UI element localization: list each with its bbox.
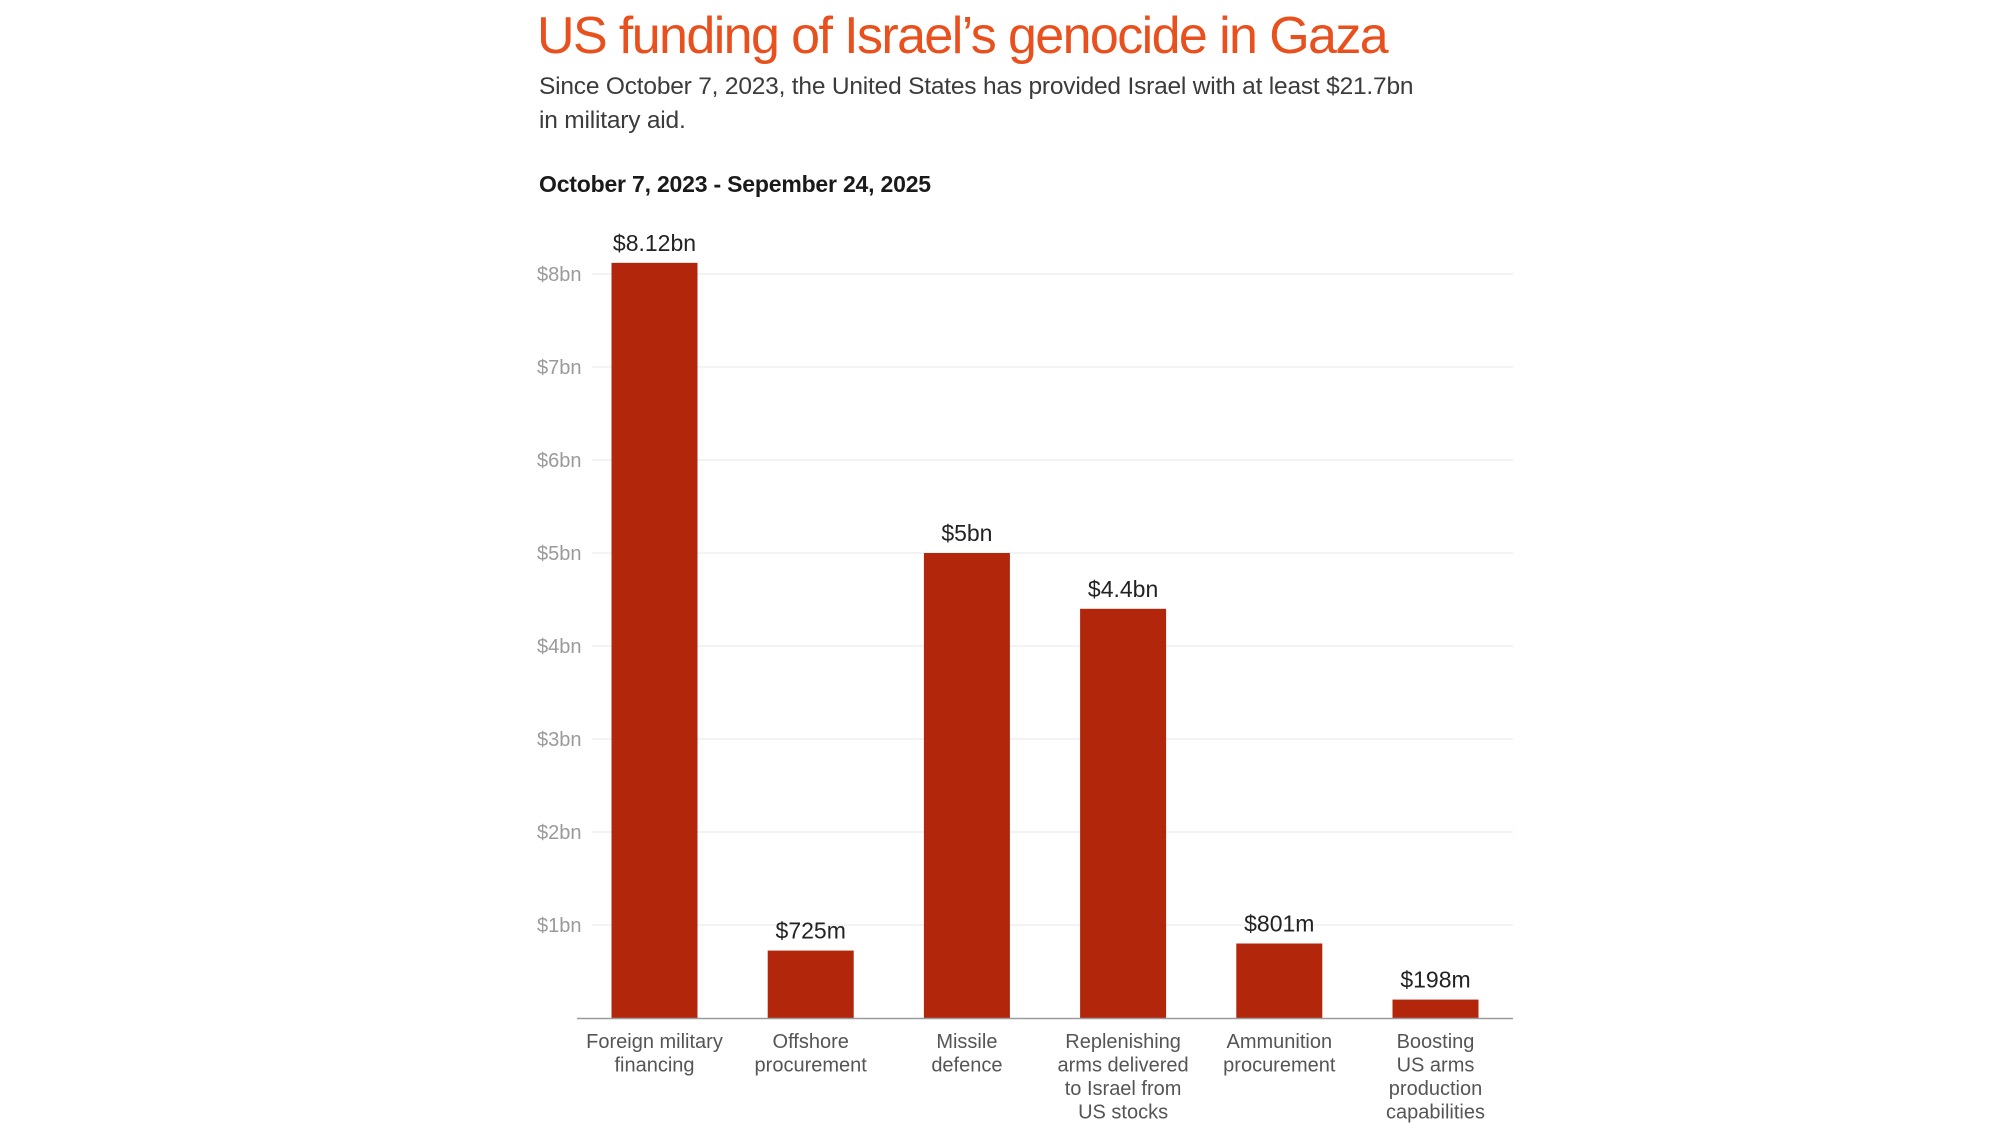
category-label-line: Foreign military	[586, 1031, 723, 1053]
category-label-line: Ammunition	[1226, 1031, 1332, 1053]
category-label-line: defence	[931, 1055, 1002, 1077]
bars	[611, 262, 1479, 1019]
category-label: Boosting US arms production capabilities	[1386, 1031, 1485, 1124]
category-label-line: Missile	[936, 1031, 997, 1053]
category-label: Missile defence	[931, 1031, 1002, 1077]
y-tick-label: $4bn	[537, 636, 582, 658]
category-label: Foreign military financing	[586, 1031, 723, 1077]
value-labels: $8.12bn $725m $5bn $4.4bn $801m $198m	[613, 230, 1471, 993]
category-label-line: US arms	[1397, 1055, 1475, 1077]
category-label-line: Boosting	[1397, 1031, 1475, 1053]
y-tick-label: $2bn	[537, 822, 582, 844]
category-label-line: US stocks	[1078, 1102, 1168, 1124]
gridlines	[592, 273, 1513, 926]
category-label: Ammunition procurement	[1223, 1031, 1336, 1077]
y-tick-label: $8bn	[537, 264, 582, 286]
y-tick-label: $7bn	[537, 357, 582, 379]
category-label-line: Replenishing	[1065, 1031, 1181, 1053]
category-label-line: procurement	[755, 1055, 868, 1077]
category-label-line: capabilities	[1386, 1102, 1485, 1124]
category-label-line: production	[1389, 1078, 1482, 1100]
data-label: $725m	[776, 918, 846, 944]
category-label-line: Offshore	[773, 1031, 849, 1053]
y-tick-label: $3bn	[537, 729, 582, 751]
y-tick-label: $5bn	[537, 543, 582, 565]
category-label-line: procurement	[1223, 1055, 1336, 1077]
data-label: $8.12bn	[613, 230, 696, 256]
bar	[1080, 608, 1167, 1018]
bar	[767, 950, 854, 1018]
y-tick-label: $1bn	[537, 915, 582, 937]
y-tick-label: $6bn	[537, 450, 582, 472]
category-label-line: arms delivered	[1058, 1055, 1189, 1077]
chart-title: US funding of Israel’s genocide in Gaza	[537, 7, 1389, 65]
category-label-line: to Israel from	[1065, 1078, 1182, 1100]
data-label: $198m	[1400, 967, 1470, 993]
bar	[611, 262, 698, 1019]
data-label: $4.4bn	[1088, 576, 1158, 602]
category-label: Replenishing arms delivered to Israel from…	[1058, 1031, 1189, 1124]
bar	[923, 553, 1010, 1018]
data-label: $801m	[1244, 911, 1314, 937]
date-range-label: October 7, 2023 - Sepember 24, 2025	[539, 171, 931, 197]
category-label-line: financing	[614, 1055, 694, 1077]
category-label: Offshore procurement	[755, 1031, 868, 1077]
chart-subtitle: Since October 7, 2023, the United States…	[539, 73, 1414, 134]
data-label: $5bn	[941, 520, 992, 546]
bar	[1236, 943, 1323, 1018]
y-axis-ticks: $1bn $2bn $3bn $4bn $5bn $6bn $7bn $8bn	[537, 264, 582, 937]
bar	[1392, 999, 1479, 1018]
